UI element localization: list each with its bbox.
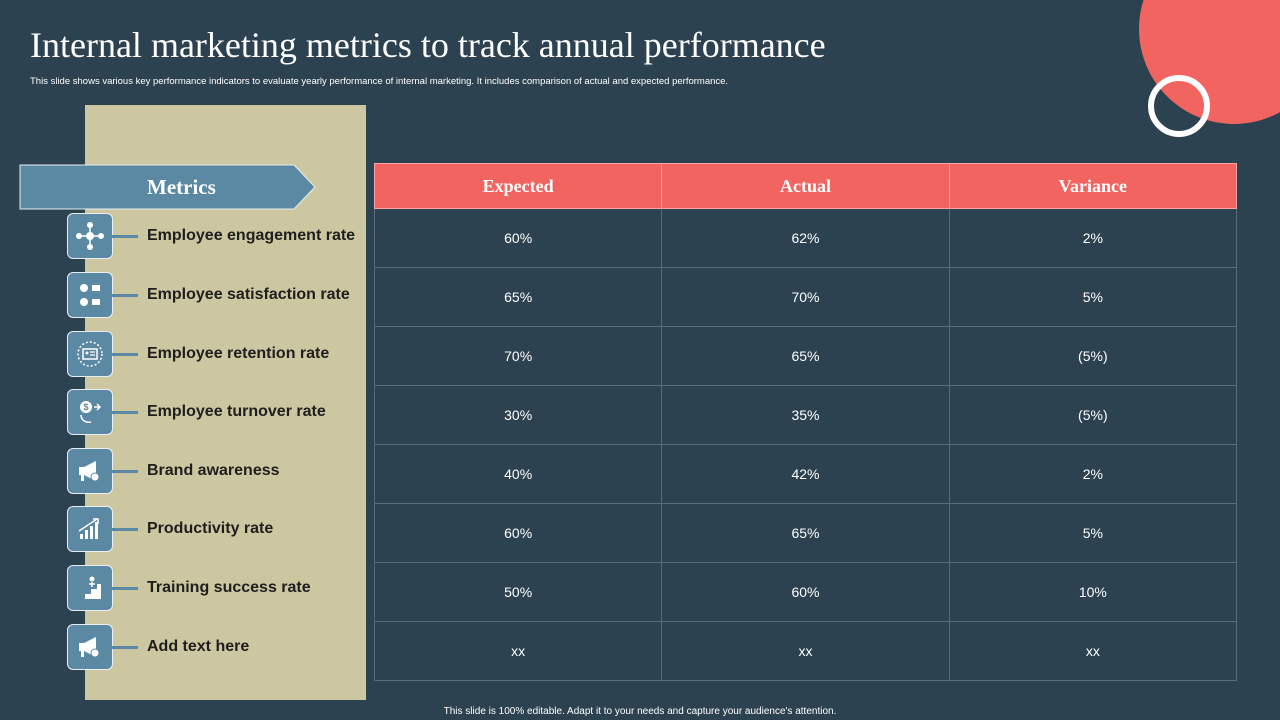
growth-chart-icon (67, 506, 113, 552)
table-cell: 70% (373, 326, 663, 386)
page-title: Internal marketing metrics to track annu… (30, 25, 826, 65)
metric-row: Brand awareness (67, 448, 367, 496)
table-cell: 40% (373, 444, 663, 504)
table-cell: 50% (373, 562, 663, 622)
table-cell: 42% (661, 444, 950, 504)
table-cell: 65% (661, 503, 950, 563)
metric-label: Employee turnover rate (147, 403, 326, 420)
column-header-variance: Variance (948, 163, 1238, 209)
megaphone-icon (67, 448, 113, 494)
table-row: 60% 62% 2% (373, 208, 1238, 268)
column-header-actual: Actual (661, 163, 950, 209)
table-cell: 5% (948, 503, 1238, 563)
footer-note: This slide is 100% editable. Adapt it to… (443, 706, 837, 717)
metric-label: Brand awareness (147, 462, 280, 479)
id-card-icon (67, 331, 113, 377)
metric-row: Employee engagement rate (67, 213, 367, 261)
table-cell: xx (661, 621, 950, 681)
metric-label: Employee retention rate (147, 345, 330, 362)
table-cell: (5%) (948, 385, 1238, 445)
table-row: xx xx xx (373, 621, 1238, 681)
table-cell: 5% (948, 267, 1238, 327)
table-cell: 65% (661, 326, 950, 386)
table-row: 30% 35% (5%) (373, 385, 1238, 445)
decorative-ring (1148, 75, 1210, 137)
metrics-header: Metrics (20, 165, 315, 209)
svg-text:$: $ (83, 402, 88, 412)
metric-label: Productivity rate (147, 520, 274, 537)
table-cell: xx (373, 621, 663, 681)
metric-row: Productivity rate (67, 506, 367, 554)
stairs-climb-icon (67, 565, 113, 611)
table-cell: 60% (373, 208, 663, 268)
metric-label: Employee satisfaction rate (147, 286, 350, 303)
metric-row: $ Employee turnover rate (67, 389, 367, 437)
dollar-exchange-icon: $ (67, 389, 113, 435)
megaphone-icon (67, 624, 113, 670)
table-cell: 60% (373, 503, 663, 563)
metric-row: Employee satisfaction rate (67, 272, 367, 320)
page-subtitle: This slide shows various key performance… (30, 76, 729, 87)
metric-row: Employee retention rate (67, 331, 367, 379)
table-row: 70% 65% (5%) (373, 326, 1238, 386)
metric-row: Add text here (67, 624, 367, 672)
table-cell: 2% (948, 208, 1238, 268)
table-cell: 65% (373, 267, 663, 327)
table-cell: (5%) (948, 326, 1238, 386)
table-row: 60% 65% 5% (373, 503, 1238, 563)
table-cell: xx (948, 621, 1238, 681)
team-network-icon (67, 213, 113, 259)
table-cell: 60% (661, 562, 950, 622)
table-row: 65% 70% 5% (373, 267, 1238, 327)
table-cell: 2% (948, 444, 1238, 504)
table-cell: 62% (661, 208, 950, 268)
table-row: 40% 42% 2% (373, 444, 1238, 504)
metric-label: Add text here (147, 638, 250, 655)
table-header-row: Expected Actual Variance (373, 163, 1238, 209)
metric-row: Training success rate (67, 565, 367, 613)
column-header-expected: Expected (373, 163, 663, 209)
table-cell: 70% (661, 267, 950, 327)
table-cell: 35% (661, 385, 950, 445)
table-row: 50% 60% 10% (373, 562, 1238, 622)
table-cell: 10% (948, 562, 1238, 622)
metrics-table: Expected Actual Variance 60% 62% 2% 65% … (373, 163, 1238, 681)
metric-label: Employee engagement rate (147, 227, 356, 244)
metric-label: Training success rate (147, 579, 311, 596)
feedback-faces-icon (67, 272, 113, 318)
table-cell: 30% (373, 385, 663, 445)
